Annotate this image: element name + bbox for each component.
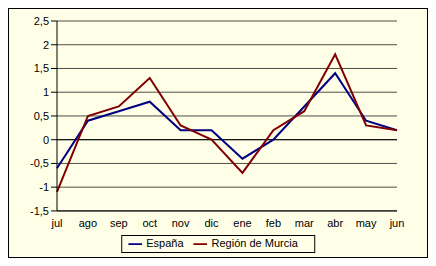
- svg-text:abr: abr: [327, 217, 343, 229]
- svg-text:oct: oct: [142, 217, 157, 229]
- svg-text:jul: jul: [50, 217, 62, 229]
- svg-text:nov: nov: [172, 217, 190, 229]
- svg-text:-1,5: -1,5: [30, 205, 49, 217]
- html-text:España: España: [146, 236, 184, 249]
- svg-text:dic: dic: [205, 217, 220, 229]
- svg-text:sep: sep: [110, 217, 128, 229]
- svg-text:mar: mar: [295, 217, 314, 229]
- svg-text:0,5: 0,5: [34, 110, 49, 122]
- svg-text:jun: jun: [389, 217, 405, 229]
- html-text:Región de Murcia: Región de Murcia: [211, 236, 298, 249]
- svg-text:may: may: [356, 217, 377, 229]
- svg-text:1: 1: [43, 86, 49, 98]
- svg-text:2,5: 2,5: [34, 15, 49, 27]
- svg-text:-1: -1: [39, 181, 49, 193]
- svg-text:feb: feb: [266, 217, 281, 229]
- svg-text:-0,5: -0,5: [30, 157, 49, 169]
- svg-text:0: 0: [43, 134, 49, 146]
- svg-text:2: 2: [43, 39, 49, 51]
- svg-text:ago: ago: [79, 217, 97, 229]
- svg-text:ene: ene: [233, 217, 251, 229]
- svg-text:1,5: 1,5: [34, 62, 49, 74]
